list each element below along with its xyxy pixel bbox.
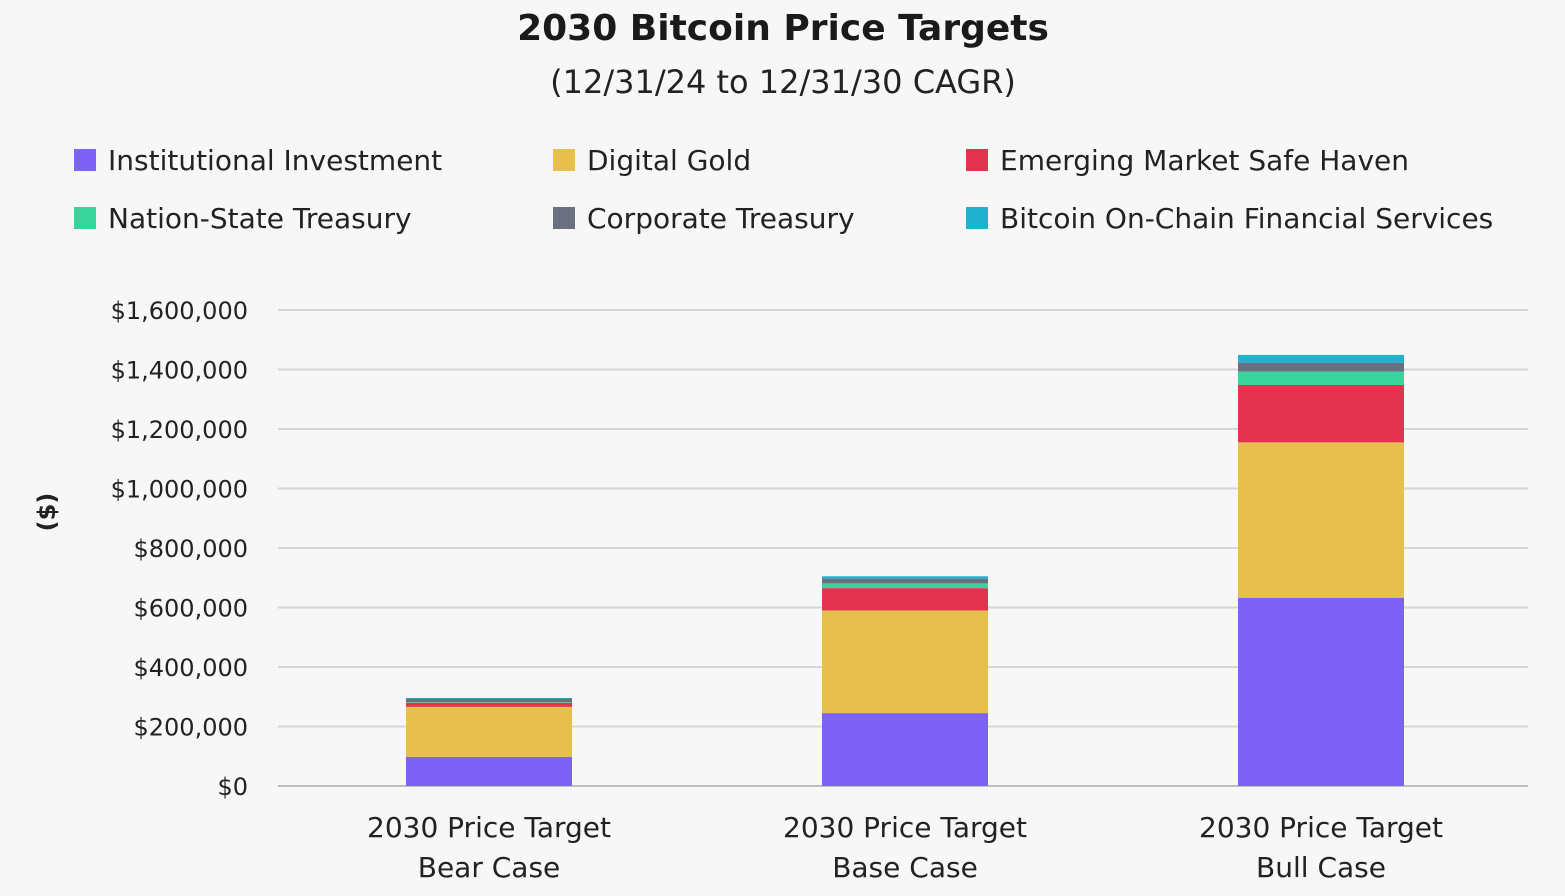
bar-segment-digital-gold	[822, 610, 988, 714]
bar-segment-institutional-investment	[406, 756, 572, 786]
bar-segment-corporate-treasury	[822, 578, 988, 584]
legend-label: Bitcoin On-Chain Financial Services	[1000, 202, 1493, 235]
x-tick-label: Base Case	[832, 851, 978, 884]
legend: Institutional Investment Digital Gold Emer…	[74, 144, 1493, 235]
bar-segment-corporate-treasury	[406, 698, 572, 703]
legend-swatch	[553, 207, 575, 229]
bar-segment-corporate-treasury	[1238, 362, 1404, 372]
y-axis-ticks: $0 $200,000 $400,000 $600,000 $800,000 $1,000…	[111, 297, 248, 801]
bar-segment-nation-state-treasury	[406, 702, 572, 703]
bar-stack-2030-price-target-base-case	[822, 576, 988, 786]
y-axis-label: ($)	[33, 493, 61, 532]
y-tick-label: $200,000	[133, 714, 248, 742]
legend-item-institutional-investment: Institutional Investment	[74, 144, 442, 177]
chart-subtitle: (12/31/24 to 12/31/30 CAGR)	[550, 63, 1016, 101]
legend-swatch	[966, 149, 988, 171]
legend-item-bitcoin-on-chain-financial-services: Bitcoin On-Chain Financial Services	[966, 202, 1493, 235]
legend-label: Nation-State Treasury	[108, 202, 412, 235]
legend-label: Emerging Market Safe Haven	[1000, 144, 1409, 177]
bar-segment-digital-gold	[1238, 442, 1404, 598]
bar-segment-institutional-investment	[822, 713, 988, 786]
chart-title: 2030 Bitcoin Price Targets	[517, 8, 1049, 49]
x-tick-label: 2030 Price Target	[367, 811, 611, 844]
bar-segment-bitcoin-on-chain-financial-services	[822, 576, 988, 579]
bar-segment-digital-gold	[406, 706, 572, 757]
x-tick-label: Bull Case	[1256, 851, 1386, 884]
x-axis-ticks: 2030 Price Target Bear Case 2030 Price Tar…	[367, 811, 1443, 884]
y-tick-label: $1,200,000	[111, 416, 248, 444]
bar-segment-bitcoin-on-chain-financial-services	[1238, 354, 1404, 363]
bar-segment-institutional-investment	[1238, 597, 1404, 786]
y-tick-label: $400,000	[133, 654, 248, 682]
x-tick-label: 2030 Price Target	[1199, 811, 1443, 844]
legend-label: Corporate Treasury	[587, 202, 855, 235]
y-tick-label: $1,000,000	[111, 476, 248, 504]
y-tick-label: $600,000	[133, 595, 248, 623]
legend-swatch	[74, 149, 96, 171]
y-tick-label: $1,400,000	[111, 357, 248, 385]
x-tick-label: 2030 Price Target	[783, 811, 1027, 844]
bar-segment-emerging-market-safe-haven	[406, 702, 572, 707]
y-tick-label: $1,600,000	[111, 297, 248, 325]
legend-item-digital-gold: Digital Gold	[553, 144, 751, 177]
x-tick-label: Bear Case	[418, 851, 561, 884]
legend-item-corporate-treasury: Corporate Treasury	[553, 202, 855, 235]
y-tick-label: $800,000	[133, 535, 248, 563]
legend-label: Institutional Investment	[108, 144, 442, 177]
legend-swatch	[74, 207, 96, 229]
legend-swatch	[966, 207, 988, 229]
bar-segment-nation-state-treasury	[1238, 371, 1404, 385]
y-tick-label: $0	[217, 773, 248, 801]
bar-stack-2030-price-target-bear-case	[406, 697, 572, 786]
bar-segment-nation-state-treasury	[822, 583, 988, 589]
bar-stack-2030-price-target-bull-case	[1238, 354, 1404, 786]
bar-segment-emerging-market-safe-haven	[822, 588, 988, 611]
bar-segment-emerging-market-safe-haven	[1238, 384, 1404, 443]
bar-segment-bitcoin-on-chain-financial-services	[406, 697, 572, 699]
legend-item-nation-state-treasury: Nation-State Treasury	[74, 202, 412, 235]
legend-item-emerging-market-safe-haven: Emerging Market Safe Haven	[966, 144, 1409, 177]
legend-swatch	[553, 149, 575, 171]
legend-label: Digital Gold	[587, 144, 751, 177]
bars	[406, 354, 1404, 786]
